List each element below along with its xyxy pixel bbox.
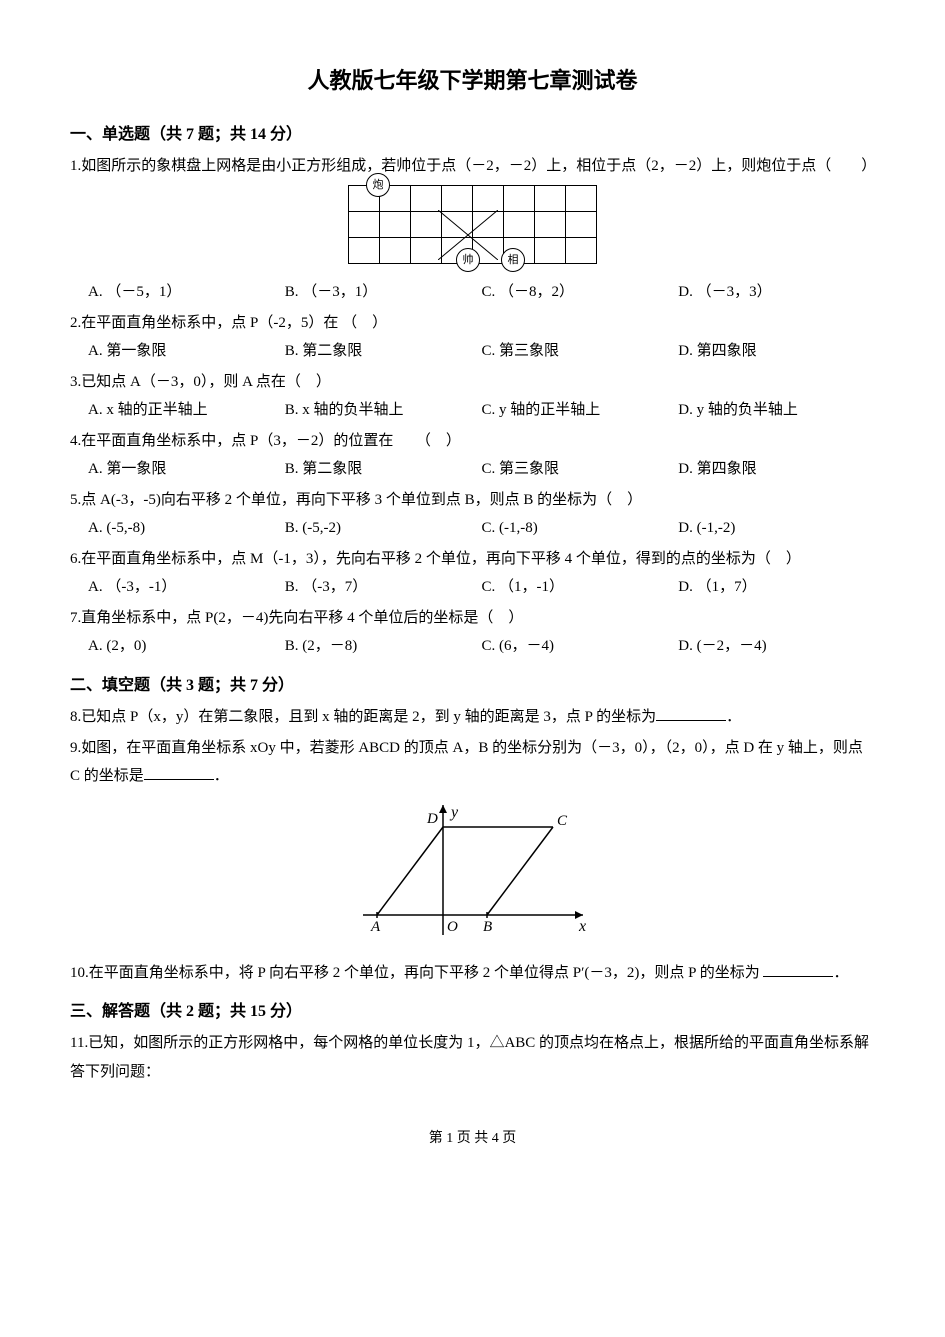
q5-options: A. (-5,-8) B. (-5,-2) C. (-1,-8) D. (-1,…	[70, 514, 875, 543]
q4-option-b[interactable]: B. 第二象限	[285, 455, 482, 484]
q6-option-d[interactable]: D. （1，7）	[678, 573, 875, 602]
q2-option-a[interactable]: A. 第一象限	[88, 337, 285, 366]
q2-option-b[interactable]: B. 第二象限	[285, 337, 482, 366]
q4-option-c[interactable]: C. 第三象限	[482, 455, 679, 484]
q7-option-d[interactable]: D. (－2，－4)	[678, 632, 875, 661]
q9-blank[interactable]	[144, 764, 214, 780]
question-7: 7.直角坐标系中，点 P(2，－4)先向右平移 4 个单位后的坐标是（ ）	[70, 604, 875, 633]
question-10: 10.在平面直角坐标系中，将 P 向右平移 2 个单位，再向下平移 2 个单位得…	[70, 959, 875, 988]
question-2: 2.在平面直角坐标系中，点 P（-2，5）在 （ ）	[70, 309, 875, 338]
point-C-label: C	[557, 813, 568, 829]
q1-figure: 炮 帅 相	[70, 185, 875, 275]
page-footer: 第 1 页 共 4 页	[70, 1126, 875, 1153]
point-B-label: B	[483, 919, 492, 935]
q4-option-d[interactable]: D. 第四象限	[678, 455, 875, 484]
q10-blank[interactable]	[763, 961, 833, 977]
axis-y-label: y	[449, 804, 459, 821]
axis-x-label: x	[578, 918, 586, 935]
question-5: 5.点 A(-3，-5)向右平移 2 个单位，再向下平移 3 个单位到点 B，则…	[70, 486, 875, 515]
q5-option-b[interactable]: B. (-5,-2)	[285, 514, 482, 543]
q3-option-b[interactable]: B. x 轴的负半轴上	[285, 396, 482, 425]
point-D-label: D	[426, 811, 438, 827]
piece-shuai: 帅	[456, 248, 480, 272]
question-4: 4.在平面直角坐标系中，点 P（3，－2）的位置在 （ ）	[70, 427, 875, 456]
piece-pao: 炮	[366, 173, 390, 197]
question-1: 1.如图所示的象棋盘上网格是由小正方形组成，若帅位于点（－2，－2）上，相位于点…	[70, 152, 875, 181]
q10-text: 10.在平面直角坐标系中，将 P 向右平移 2 个单位，再向下平移 2 个单位得…	[70, 965, 760, 981]
q8-text: 8.已知点 P（x，y）在第二象限，且到 x 轴的距离是 2，到 y 轴的距离是…	[70, 709, 656, 725]
q7-option-a[interactable]: A. (2，0)	[88, 632, 285, 661]
q6-option-b[interactable]: B. （-3，7）	[285, 573, 482, 602]
q2-options: A. 第一象限 B. 第二象限 C. 第三象限 D. 第四象限	[70, 337, 875, 366]
origin-label: O	[447, 919, 458, 935]
question-9: 9.如图，在平面直角坐标系 xOy 中，若菱形 ABCD 的顶点 A，B 的坐标…	[70, 734, 875, 791]
q7-option-b[interactable]: B. (2，－8)	[285, 632, 482, 661]
section-2-head: 二、填空题（共 3 题；共 7 分）	[70, 671, 875, 701]
q6-options: A. （-3，-1） B. （-3，7） C. （1，-1） D. （1，7）	[70, 573, 875, 602]
q7-option-c[interactable]: C. (6，－4)	[482, 632, 679, 661]
question-11: 11.已知，如图所示的正方形网格中，每个网格的单位长度为 1，△ABC 的顶点均…	[70, 1029, 875, 1086]
point-A-label: A	[370, 919, 381, 935]
q3-option-d[interactable]: D. y 轴的负半轴上	[678, 396, 875, 425]
q9-period: ．	[214, 768, 229, 784]
q5-option-c[interactable]: C. (-1,-8)	[482, 514, 679, 543]
q8-blank[interactable]	[656, 705, 726, 721]
q1-option-c[interactable]: C. （－8，2）	[482, 278, 679, 307]
q4-options: A. 第一象限 B. 第二象限 C. 第三象限 D. 第四象限	[70, 455, 875, 484]
q3-options: A. x 轴的正半轴上 B. x 轴的负半轴上 C. y 轴的正半轴上 D. y…	[70, 396, 875, 425]
question-8: 8.已知点 P（x，y）在第二象限，且到 x 轴的距离是 2，到 y 轴的距离是…	[70, 703, 875, 732]
q6-option-a[interactable]: A. （-3，-1）	[88, 573, 285, 602]
q9-figure: y x A B D C O	[70, 795, 875, 955]
q1-option-a[interactable]: A. （－5，1）	[88, 278, 285, 307]
q3-option-a[interactable]: A. x 轴的正半轴上	[88, 396, 285, 425]
page-title: 人教版七年级下学期第七章测试卷	[70, 60, 875, 102]
q4-option-a[interactable]: A. 第一象限	[88, 455, 285, 484]
question-3: 3.已知点 A（－3，0），则 A 点在（ ）	[70, 368, 875, 397]
q1-options: A. （－5，1） B. （－3，1） C. （－8，2） D. （－3，3）	[70, 278, 875, 307]
q7-options: A. (2，0) B. (2，－8) C. (6，－4) D. (－2，－4)	[70, 632, 875, 661]
q10-period: ．	[833, 965, 848, 981]
q1-option-d[interactable]: D. （－3，3）	[678, 278, 875, 307]
q2-option-c[interactable]: C. 第三象限	[482, 337, 679, 366]
q2-option-d[interactable]: D. 第四象限	[678, 337, 875, 366]
piece-xiang: 相	[501, 248, 525, 272]
section-3-head: 三、解答题（共 2 题；共 15 分）	[70, 997, 875, 1027]
section-1-head: 一、单选题（共 7 题；共 14 分）	[70, 120, 875, 150]
q3-option-c[interactable]: C. y 轴的正半轴上	[482, 396, 679, 425]
question-6: 6.在平面直角坐标系中，点 M（-1，3），先向右平移 2 个单位，再向下平移 …	[70, 545, 875, 574]
q5-option-d[interactable]: D. (-1,-2)	[678, 514, 875, 543]
q5-option-a[interactable]: A. (-5,-8)	[88, 514, 285, 543]
q1-option-b[interactable]: B. （－3，1）	[285, 278, 482, 307]
q6-option-c[interactable]: C. （1，-1）	[482, 573, 679, 602]
